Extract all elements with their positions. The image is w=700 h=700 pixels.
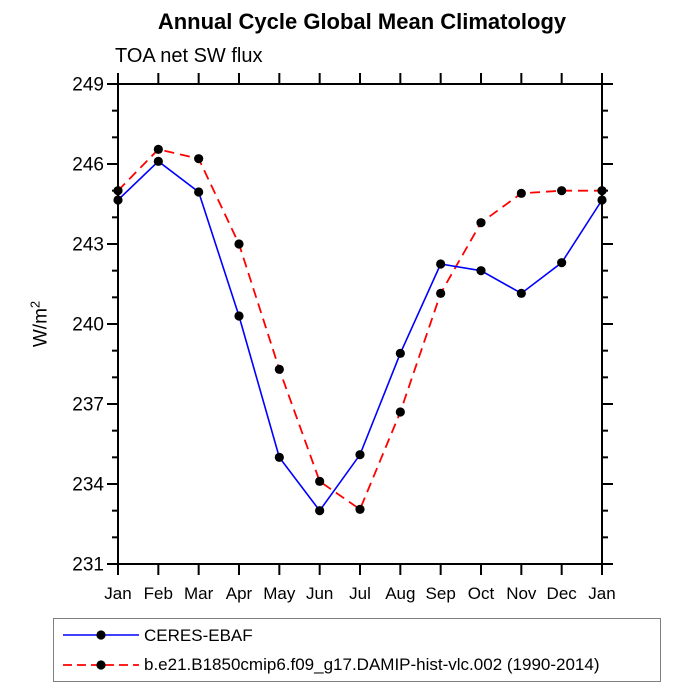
data-point-marker-obs [194, 187, 204, 197]
y-tick-label: 240 [72, 315, 104, 336]
x-tick-label: Feb [144, 584, 173, 603]
data-point-marker-obs [557, 258, 567, 268]
data-point-marker-model [476, 218, 486, 228]
data-point-marker-obs [516, 288, 526, 298]
data-point-marker-model [557, 186, 567, 196]
legend-item-obs: CERES-EBAF [60, 622, 660, 649]
x-tick-label: Apr [226, 584, 253, 603]
y-tick-label: 243 [72, 235, 104, 256]
data-point-marker-model [113, 186, 123, 196]
y-tick-label: 234 [72, 475, 104, 496]
legend-marker-dot [96, 660, 106, 670]
data-point-marker-model [597, 186, 607, 196]
legend-sample-solid-line [63, 630, 139, 640]
x-tick-label: Sep [426, 584, 456, 603]
legend-item-model: b.e21.B1850cmip6.f09_g17.DAMIP-hist-vlc.… [60, 651, 660, 678]
data-point-marker-model [436, 288, 446, 298]
y-tick-label: 249 [72, 75, 104, 96]
data-point-marker-obs [113, 195, 123, 205]
legend-marker-dot [96, 630, 106, 640]
legend-sample-dashed-line [63, 660, 139, 670]
x-tick-label: Mar [184, 584, 214, 603]
y-tick-label: 237 [72, 395, 104, 416]
x-tick-label: Dec [547, 584, 578, 603]
legend-label-model: b.e21.B1850cmip6.f09_g17.DAMIP-hist-vlc.… [144, 655, 600, 675]
x-tick-label: Jan [104, 584, 131, 603]
data-point-marker-obs [597, 195, 607, 205]
x-tick-label: Nov [506, 584, 537, 603]
data-point-marker-obs [476, 266, 486, 276]
y-tick-label: 246 [72, 155, 104, 176]
data-point-marker-obs [436, 259, 446, 269]
data-point-marker-model [395, 407, 405, 417]
data-point-marker-obs [153, 156, 163, 166]
data-point-marker-obs [355, 450, 365, 460]
data-point-marker-model [274, 364, 284, 374]
y-tick-label: 231 [72, 555, 104, 576]
chart-title: Annual Cycle Global Mean Climatology [157, 9, 567, 34]
x-tick-label: Jan [588, 584, 615, 603]
data-point-marker-model [153, 144, 163, 154]
data-point-marker-model [355, 504, 365, 514]
data-point-marker-model [315, 476, 325, 486]
axis-frame [117, 83, 603, 565]
x-tick-label: Jul [349, 584, 371, 603]
data-point-marker-model [194, 154, 204, 164]
data-point-marker-obs [315, 506, 325, 516]
data-point-marker-obs [274, 452, 284, 462]
data-point-marker-model [234, 239, 244, 249]
x-tick-label: Jun [306, 584, 333, 603]
legend-label-obs: CERES-EBAF [144, 625, 253, 645]
plot-area: 231 234 237 240 243 246 249 Jan Feb Mar Apr May Jun J… [72, 73, 616, 603]
chart-subtitle: TOA net SW flux [115, 45, 263, 67]
data-point-marker-obs [395, 348, 405, 358]
legend-box: CERES-EBAF b.e21.B1850cmip6.f09_g17.DAMI… [53, 618, 661, 682]
data-point-marker-model [516, 188, 526, 198]
x-tick-label: Oct [468, 584, 495, 603]
x-tick-label: Aug [385, 584, 415, 603]
data-point-marker-obs [234, 311, 244, 321]
x-tick-label: May [263, 584, 296, 603]
